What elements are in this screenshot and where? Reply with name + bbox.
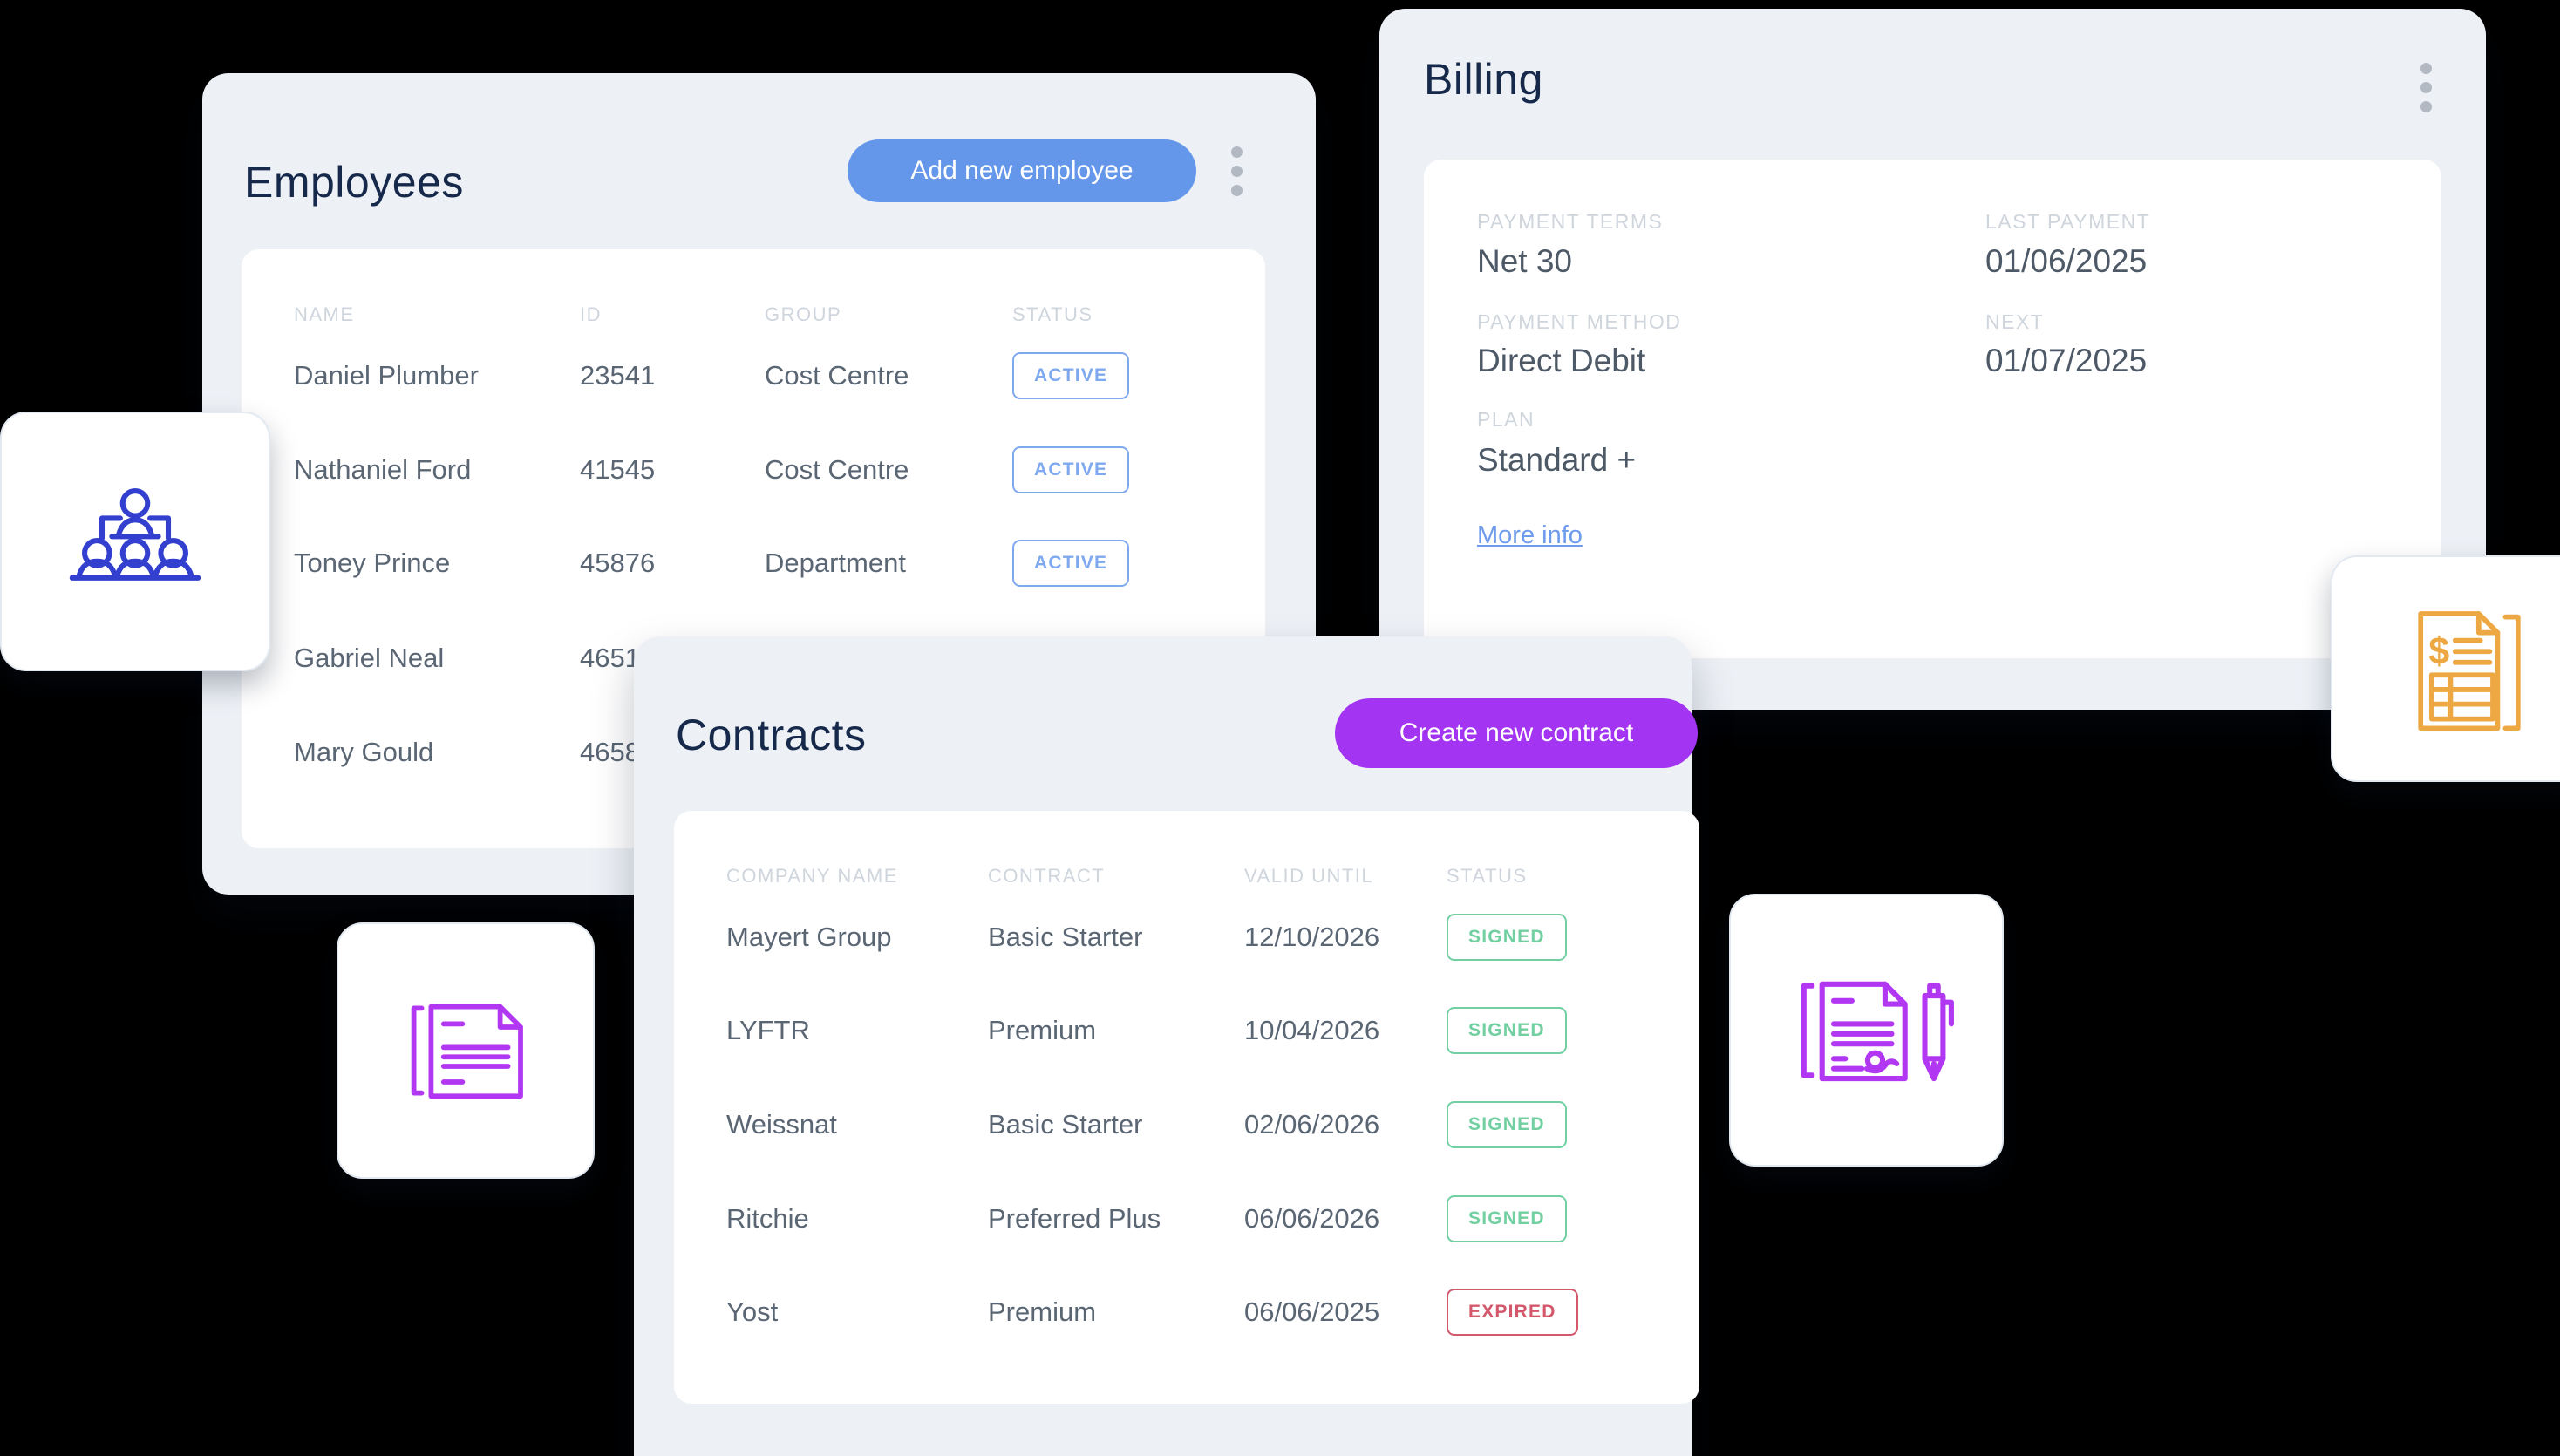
contract-type: Basic Starter (988, 922, 1143, 952)
next-payment-value: 01/07/2025 (1985, 343, 2148, 378)
contracts-card: Contracts Create new contract COMPANY NA… (634, 636, 1699, 1456)
employees-title: Employees (244, 158, 464, 207)
plan-value: Standard + (1477, 442, 1637, 478)
company-name: LYFTR (726, 1015, 810, 1045)
status-badge: ACTIVE (1012, 352, 1130, 399)
valid-until: 02/06/2026 (1244, 1109, 1380, 1140)
employees-kebab-menu-icon[interactable] (1228, 143, 1246, 200)
billing-panel: PAYMENT TERMS Net 30 LAST PAYMENT 01/06/… (1424, 160, 2441, 658)
billing-title: Billing (1424, 55, 1543, 104)
employee-id: 41545 (580, 454, 656, 485)
valid-until: 10/04/2026 (1244, 1015, 1380, 1045)
table-row: Ritchie Preferred Plus 06/06/2026 SIGNED (674, 1172, 1699, 1266)
employee-name: Nathaniel Ford (294, 454, 472, 485)
status-badge: ACTIVE (1012, 446, 1130, 493)
team-org-chart-icon (69, 488, 201, 581)
table-row: Nathaniel Ford 41545 Cost Centre ACTIVE (242, 423, 1265, 517)
table-row: Toney Prince 45876 Department ACTIVE (242, 516, 1265, 610)
contracts-title: Contracts (676, 711, 867, 759)
status-badge: SIGNED (1447, 1101, 1567, 1148)
contract-type: Premium (988, 1296, 1097, 1327)
document-icon (411, 1004, 523, 1099)
create-new-contract-button[interactable]: Create new contract (1335, 698, 1698, 768)
status-badge: SIGNED (1447, 1195, 1567, 1242)
employee-group: Cost Centre (765, 454, 909, 485)
table-row: Daniel Plumber 23541 Cost Centre ACTIVE (242, 329, 1265, 423)
column-header-group: GROUP (765, 303, 842, 325)
employee-id: 4658 (580, 737, 640, 767)
company-name: Mayert Group (726, 922, 892, 952)
valid-until: 12/10/2026 (1244, 922, 1380, 952)
contract-type: Basic Starter (988, 1109, 1143, 1140)
company-name: Weissnat (726, 1109, 837, 1140)
contract-type: Preferred Plus (988, 1203, 1161, 1234)
valid-until: 06/06/2025 (1244, 1296, 1380, 1327)
column-header-id: ID (580, 303, 602, 325)
svg-text:$: $ (2428, 631, 2449, 673)
employee-id: 23541 (580, 360, 656, 391)
contract-icon-card (1729, 894, 2004, 1167)
plan-label: PLAN (1477, 408, 1535, 431)
table-row: Mary Gould 4658 (242, 705, 1265, 799)
valid-until: 06/06/2026 (1244, 1203, 1380, 1234)
employee-group: Department (765, 548, 906, 578)
status-badge: SIGNED (1447, 1007, 1567, 1054)
contract-type: Premium (988, 1015, 1097, 1045)
table-row: Mayert Group Basic Starter 12/10/2026 SI… (674, 890, 1699, 984)
invoice-icon: $ (2418, 611, 2521, 731)
team-icon-card (0, 412, 270, 671)
table-row: Gabriel Neal 4651 (242, 611, 1265, 705)
status-badge: SIGNED (1447, 914, 1567, 961)
column-header-contract: CONTRACT (988, 865, 1106, 887)
column-header-name: NAME (294, 303, 355, 325)
table-row: Weissnat Basic Starter 02/06/2026 SIGNED (674, 1078, 1699, 1172)
contracts-table: COMPANY NAME CONTRACT VALID UNTIL STATUS… (674, 811, 1699, 1404)
payment-method-value: Direct Debit (1477, 343, 1646, 378)
employee-name: Toney Prince (294, 548, 451, 578)
employee-id: 45876 (580, 548, 656, 578)
add-new-employee-button[interactable]: Add new employee (848, 139, 1196, 202)
employee-name: Gabriel Neal (294, 643, 445, 673)
payment-terms-value: Net 30 (1477, 243, 1573, 279)
billing-kebab-menu-icon[interactable] (2417, 59, 2435, 116)
column-header-valid-until: VALID UNTIL (1244, 865, 1374, 887)
column-header-status: STATUS (1012, 303, 1093, 325)
employee-name: Mary Gould (294, 737, 434, 767)
column-header-status: STATUS (1447, 865, 1528, 887)
billing-card: Billing PAYMENT TERMS Net 30 LAST PAYMEN… (1379, 9, 2486, 710)
invoice-icon-card: $ (2331, 555, 2560, 782)
table-row: LYFTR Premium 10/04/2026 SIGNED (674, 983, 1699, 1078)
status-badge: ACTIVE (1012, 540, 1130, 587)
company-name: Ritchie (726, 1203, 809, 1234)
document-icon-card (337, 922, 595, 1179)
more-info-link[interactable]: More info (1477, 521, 1583, 549)
employee-name: Daniel Plumber (294, 360, 479, 391)
payment-terms-label: PAYMENT TERMS (1477, 210, 1664, 233)
payment-method-label: PAYMENT METHOD (1477, 310, 1682, 333)
employee-id: 4651 (580, 643, 640, 673)
employee-group: Cost Centre (765, 360, 909, 391)
contract-signing-icon (1801, 981, 1954, 1081)
company-name: Yost (726, 1296, 779, 1327)
last-payment-value: 01/06/2025 (1985, 243, 2148, 279)
next-payment-label: NEXT (1985, 310, 2045, 333)
table-row: Yost Premium 06/06/2025 EXPIRED (674, 1265, 1699, 1359)
last-payment-label: LAST PAYMENT (1985, 210, 2151, 233)
column-header-company: COMPANY NAME (726, 865, 898, 887)
status-badge: EXPIRED (1447, 1289, 1578, 1336)
